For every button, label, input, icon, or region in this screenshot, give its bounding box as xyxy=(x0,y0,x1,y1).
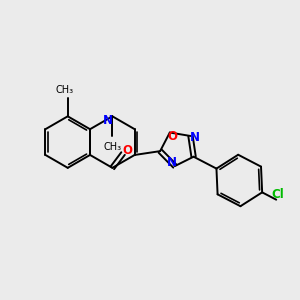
Text: CH₃: CH₃ xyxy=(103,142,122,152)
Text: N: N xyxy=(167,156,177,169)
Text: O: O xyxy=(168,130,178,143)
Text: O: O xyxy=(122,144,132,157)
Text: CH₃: CH₃ xyxy=(56,85,74,94)
Text: N: N xyxy=(189,131,200,145)
Text: Cl: Cl xyxy=(272,188,285,201)
Text: N: N xyxy=(102,114,112,127)
